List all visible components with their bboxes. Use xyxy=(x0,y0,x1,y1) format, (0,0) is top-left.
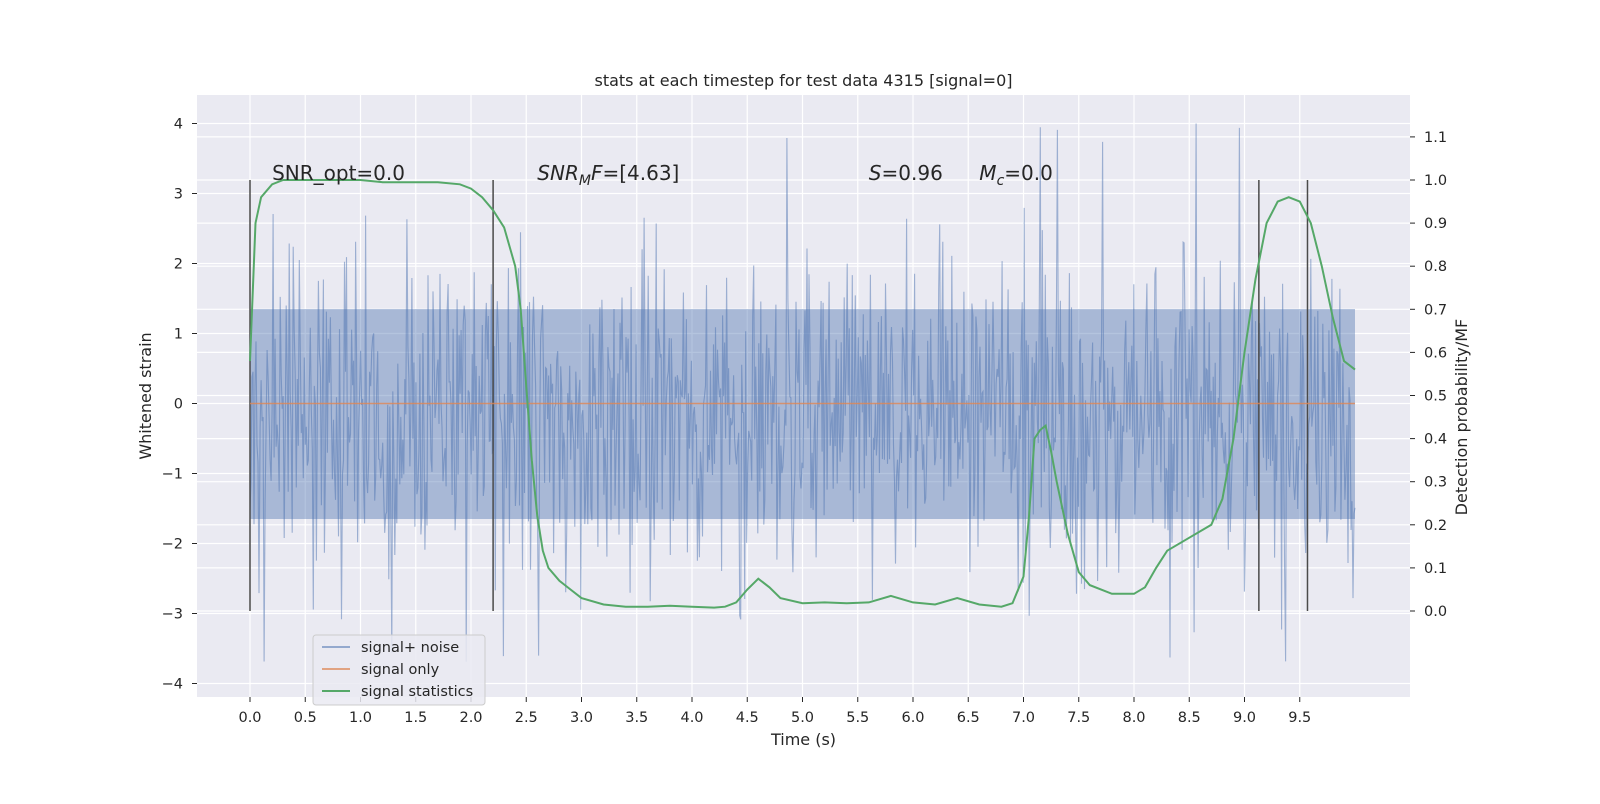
y2-axis-ticks: 0.0 0.1 0.2 0.3 0.4 0.5 0.6 0.7 0.8 0.9 1.0 1.1 xyxy=(1410,130,1447,620)
noise-line xyxy=(249,123,1356,662)
y2-tick-label: 0.9 xyxy=(1424,216,1447,232)
y2-tick-label: 1.0 xyxy=(1424,173,1447,189)
x-tick-label: 3.0 xyxy=(570,710,593,726)
y2-tick-label: 0.5 xyxy=(1424,389,1447,405)
y2-tick-label: 0.3 xyxy=(1424,475,1447,491)
y2-tick-label: 0.2 xyxy=(1424,518,1447,534)
x-axis-ticks: 0.0 0.5 1.0 1.5 2.0 2.5 3.0 3.5 4.0 4.5 5.0 5.5 6.0 6… xyxy=(238,697,1311,726)
x-tick-label: 6.5 xyxy=(957,710,980,726)
y2-tick-label: 0.1 xyxy=(1424,561,1447,577)
x-tick-label: 2.5 xyxy=(515,710,538,726)
y-tick-label: 4 xyxy=(174,117,183,133)
x-tick-label: 5.5 xyxy=(846,710,869,726)
x-tick-label: 4.0 xyxy=(680,710,703,726)
annotation: SNR_opt=0.0 xyxy=(272,161,405,185)
x-tick-label: 7.0 xyxy=(1012,710,1035,726)
y2-tick-label: 0.0 xyxy=(1424,604,1447,620)
x-tick-label: 1.0 xyxy=(349,710,372,726)
x-tick-label: 8.0 xyxy=(1122,710,1145,726)
noise-series xyxy=(249,123,1356,662)
x-tick-label: 5.0 xyxy=(791,710,814,726)
marker-lines xyxy=(249,180,1309,611)
annotation: S=0.96 xyxy=(869,161,943,185)
y2-tick-label: 0.7 xyxy=(1424,302,1447,318)
y-tick-label: −1 xyxy=(162,467,183,483)
y-tick-label: 3 xyxy=(174,187,183,203)
x-tick-label: 9.0 xyxy=(1233,710,1256,726)
annotation: Mc=0.0 xyxy=(979,161,1053,189)
x-tick-label: 4.5 xyxy=(736,710,759,726)
y-tick-label: −4 xyxy=(162,677,183,693)
statistics-series xyxy=(249,179,1356,609)
x-tick-label: 9.5 xyxy=(1288,710,1311,726)
y2-tick-label: 0.4 xyxy=(1424,432,1447,448)
y2-tick-label: 0.8 xyxy=(1424,259,1447,275)
y-tick-label: 2 xyxy=(174,257,183,273)
y-axis-ticks: −4 −3 −2 −1 0 1 2 3 4 xyxy=(162,117,197,693)
y-tick-label: 1 xyxy=(174,327,183,343)
chart-title: stats at each timestep for test data 431… xyxy=(594,71,1012,90)
x-tick-label: 0.0 xyxy=(238,710,261,726)
y-tick-label: 0 xyxy=(174,397,183,413)
x-tick-label: 0.5 xyxy=(294,710,317,726)
x-tick-label: 7.5 xyxy=(1067,710,1090,726)
x-tick-label: 8.5 xyxy=(1178,710,1201,726)
legend: signal+ noise signal only signal statist… xyxy=(312,634,486,706)
annotations: SNR_opt=0.0 SNRMF=[4.63] S=0.96 Mc=0.0 xyxy=(272,161,1053,189)
x-tick-label: 3.5 xyxy=(625,710,648,726)
y2-tick-label: 1.1 xyxy=(1424,130,1447,146)
x-tick-label: 1.5 xyxy=(404,710,427,726)
legend-box xyxy=(312,634,486,706)
y2-axis-label: Detection probability/MF xyxy=(1452,319,1471,516)
y-axis-label: Whitened strain xyxy=(136,332,155,459)
x-tick-label: 2.0 xyxy=(459,710,482,726)
annotation: SNRMF=[4.63] xyxy=(537,161,679,189)
y-tick-label: −3 xyxy=(162,607,183,623)
y-tick-label: −2 xyxy=(162,537,183,553)
x-axis-label: Time (s) xyxy=(770,730,836,749)
legend-entry-statistics: signal statistics xyxy=(361,684,473,700)
statistics-line xyxy=(249,179,1356,609)
legend-entry-noise: signal+ noise xyxy=(361,640,459,656)
legend-entry-signal-only: signal only xyxy=(361,662,440,678)
y2-tick-label: 0.6 xyxy=(1424,345,1447,361)
x-tick-label: 6.0 xyxy=(901,710,924,726)
